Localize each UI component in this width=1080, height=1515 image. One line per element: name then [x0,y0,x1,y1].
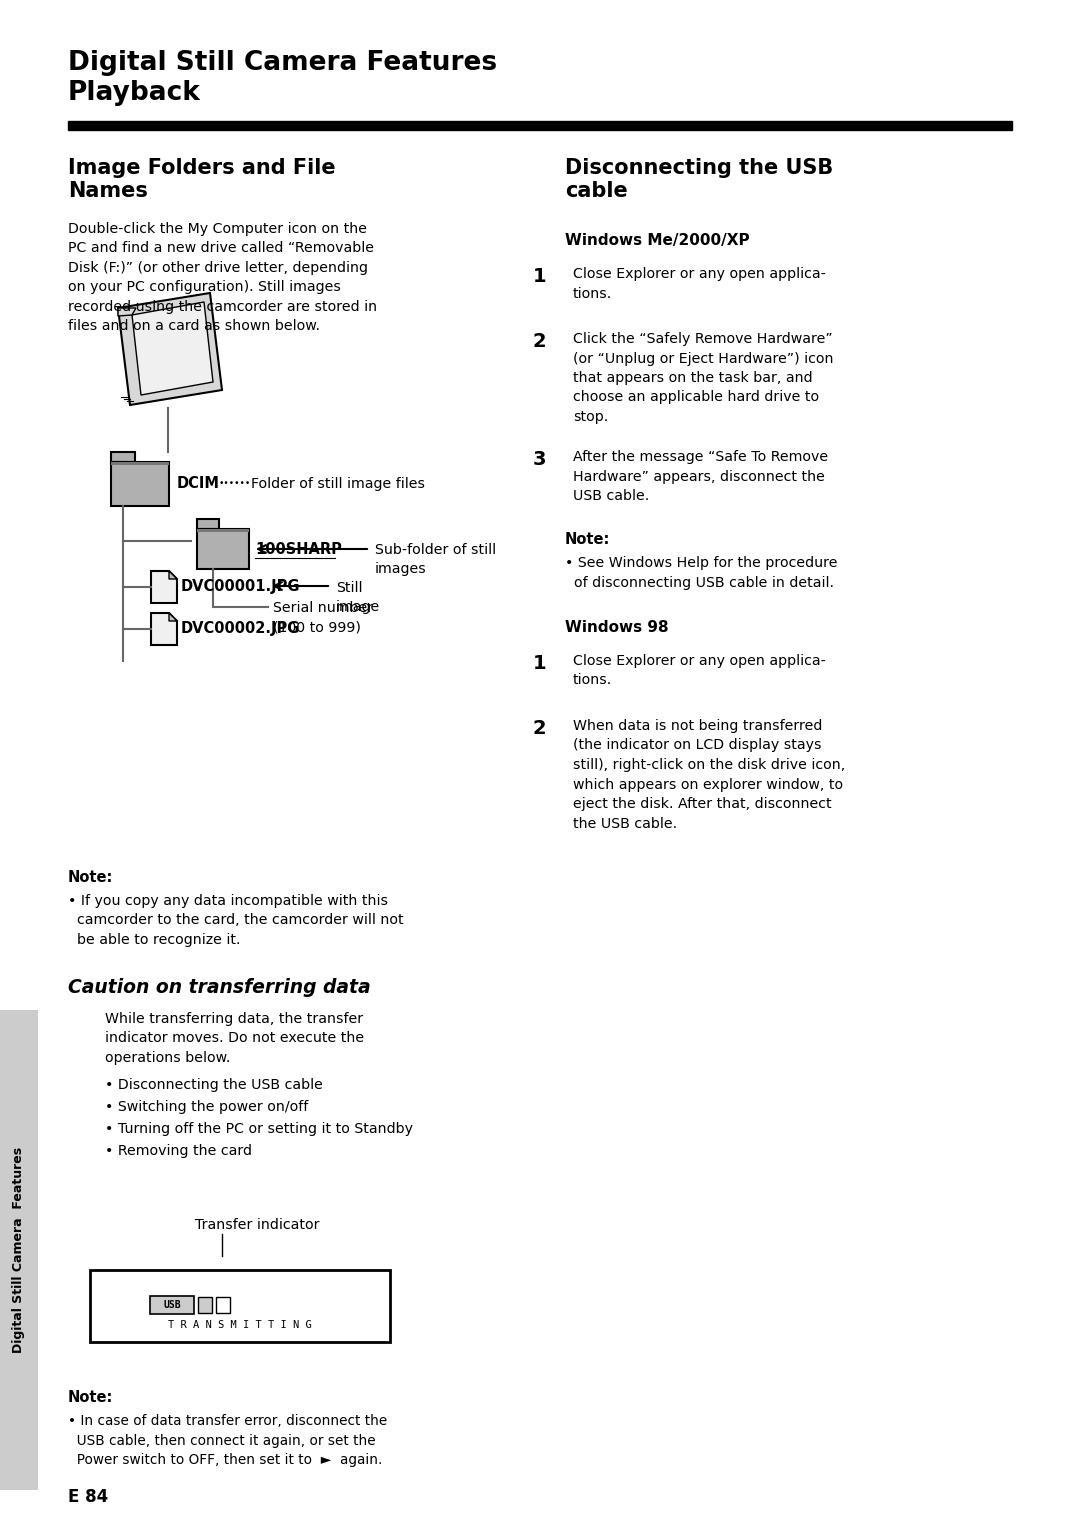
Text: 100SHARP: 100SHARP [255,541,342,556]
Polygon shape [168,614,177,621]
Bar [197,520,219,529]
Text: Digital Still Camera  Features: Digital Still Camera Features [13,1147,26,1353]
Bar [68,121,1012,130]
Text: • Turning off the PC or setting it to Standby: • Turning off the PC or setting it to St… [105,1123,413,1136]
Text: 1: 1 [534,267,546,286]
Text: USB: USB [163,1300,180,1310]
Text: Close Explorer or any open applica-
tions.: Close Explorer or any open applica- tion… [573,267,826,300]
Text: DCIM: DCIM [177,477,220,491]
Text: Caution on transferring data: Caution on transferring data [68,979,370,997]
Text: Sub-folder of still
images: Sub-folder of still images [375,542,496,577]
Text: 2: 2 [534,332,546,351]
Polygon shape [151,614,177,645]
Text: Click the “Safely Remove Hardware”
(or “Unplug or Eject Hardware”) icon
that app: Click the “Safely Remove Hardware” (or “… [573,332,834,424]
Text: • In case of data transfer error, disconnect the
  USB cable, then connect it ag: • In case of data transfer error, discon… [68,1413,388,1467]
Bar [216,1297,230,1314]
Polygon shape [168,571,177,579]
Bar [150,1295,194,1314]
Text: Note:: Note: [68,870,113,885]
Text: • Removing the card: • Removing the card [105,1144,252,1157]
Text: Still
image: Still image [336,580,380,615]
Text: • See Windows Help for the procedure
  of disconnecting USB cable in detail.: • See Windows Help for the procedure of … [565,556,837,589]
Text: • If you copy any data incompatible with this
  camcorder to the card, the camco: • If you copy any data incompatible with… [68,894,404,947]
Text: 2: 2 [534,720,546,738]
Bar [197,529,249,532]
Text: Note:: Note: [565,532,610,547]
Text: Disconnecting the USB
cable: Disconnecting the USB cable [565,158,834,201]
Text: DVC00001.JPG: DVC00001.JPG [181,579,300,594]
Text: T R A N S M I T T I N G: T R A N S M I T T I N G [168,1320,312,1330]
Bar [90,1270,390,1342]
Bar [0,1011,38,1489]
Text: DVC00002.JPG: DVC00002.JPG [181,621,300,635]
Text: 1: 1 [534,654,546,673]
Polygon shape [151,571,177,603]
Bar [111,462,168,465]
Text: Image Folders and File
Names: Image Folders and File Names [68,158,336,201]
Text: 3: 3 [534,450,546,470]
Text: Note:: Note: [68,1389,113,1404]
Text: Windows 98: Windows 98 [565,620,669,635]
Text: After the message “Safe To Remove
Hardware” appears, disconnect the
USB cable.: After the message “Safe To Remove Hardwa… [573,450,828,503]
Text: Windows Me/2000/XP: Windows Me/2000/XP [565,233,750,248]
Text: Close Explorer or any open applica-
tions.: Close Explorer or any open applica- tion… [573,654,826,688]
Polygon shape [132,301,213,395]
Text: Folder of still image files: Folder of still image files [251,477,426,491]
Text: Digital Still Camera Features
Playback: Digital Still Camera Features Playback [68,50,497,106]
Polygon shape [118,292,222,405]
Text: E 84: E 84 [68,1488,108,1506]
Bar [111,462,168,506]
Bar [197,529,249,570]
Text: Transfer indicator: Transfer indicator [195,1218,320,1232]
Text: Double-click the My Computer icon on the
PC and find a new drive called “Removab: Double-click the My Computer icon on the… [68,223,377,333]
Text: ••••••: •••••• [219,480,252,488]
Polygon shape [118,308,136,317]
Bar [198,1297,212,1314]
Text: While transferring data, the transfer
indicator moves. Do not execute the
operat: While transferring data, the transfer in… [105,1012,364,1065]
Text: Serial number
(100 to 999): Serial number (100 to 999) [273,601,373,635]
Text: • Switching the power on/off: • Switching the power on/off [105,1100,308,1114]
Text: When data is not being transferred
(the indicator on LCD display stays
still), r: When data is not being transferred (the … [573,720,846,830]
Bar [111,451,135,462]
Text: • Disconnecting the USB cable: • Disconnecting the USB cable [105,1079,323,1092]
